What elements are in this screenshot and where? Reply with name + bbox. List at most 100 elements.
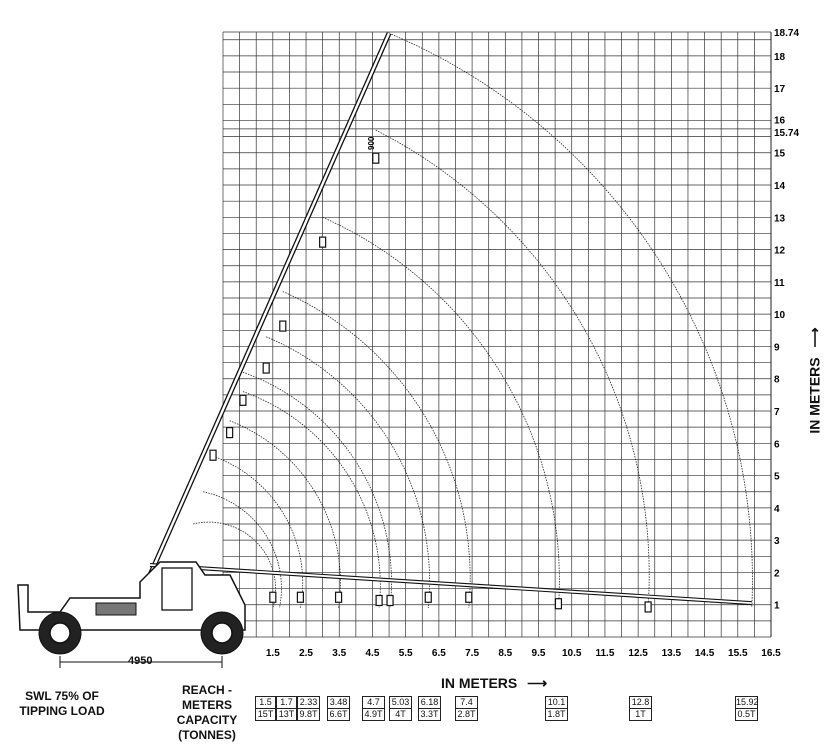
hook-block <box>465 591 473 603</box>
capacity-tonnes: 13T <box>276 708 297 721</box>
radius-arc <box>242 391 381 608</box>
capacity-cell: 1.5 15T <box>255 696 276 721</box>
capacity-tonnes: 9.8T <box>297 708 320 721</box>
y-tick-label: 11 <box>774 278 785 289</box>
x-tick-label: 11.5 <box>595 648 614 659</box>
hook-block <box>239 394 247 406</box>
y-tick-label: 8 <box>774 375 780 386</box>
y-tick-label: 14 <box>774 181 786 192</box>
radius-arc <box>266 336 430 608</box>
x-tick-label: 13.5 <box>662 648 682 659</box>
capacity-reach: 4.7 <box>362 696 385 708</box>
engine-cover <box>95 602 137 616</box>
x-tick-label: 9.5 <box>532 648 546 659</box>
capacity-tonnes: 1.8T <box>545 708 568 721</box>
x-tick-label: 6.5 <box>432 648 446 659</box>
boom-raised-inner <box>148 32 391 576</box>
radius-arc <box>242 371 392 608</box>
y-tick-label: 18 <box>774 52 786 63</box>
grid <box>222 31 772 638</box>
radius-arc <box>229 420 341 609</box>
hook-block <box>319 236 327 248</box>
x-tick-label: 2.5 <box>299 648 313 659</box>
capacity-cell: 7.4 2.8T <box>455 696 478 721</box>
reach-capacity-note: REACH - METERS CAPACITY (TONNES) <box>176 683 238 742</box>
x-axis-title: IN METERS ⟶ <box>441 675 548 691</box>
capacity-reach: 3.48 <box>327 696 350 708</box>
capacity-cell: 2.33 9.8T <box>297 696 320 721</box>
capacity-reach: 7.4 <box>455 696 478 708</box>
wheel-hub <box>211 622 233 644</box>
x-tick-label: 1.5 <box>266 648 280 659</box>
capacity-cell: 4.7 4.9T <box>362 696 385 721</box>
y-tick-label: 13 <box>774 213 786 224</box>
boom-lowered-inner <box>149 564 752 605</box>
capacity-cell: 3.48 6.6T <box>327 696 350 721</box>
y-tick-label: 15.74 <box>774 128 799 139</box>
y-tick-label: 15 <box>774 149 786 160</box>
capacity-tonnes: 15T <box>255 708 276 721</box>
y-axis-title: IN METERS ⟶ <box>806 327 823 434</box>
capacity-tonnes: 3.3T <box>418 708 441 721</box>
cab <box>161 567 193 611</box>
wheelbase-label: 4950 <box>128 655 153 667</box>
capacity-reach: 12.8 <box>629 696 652 708</box>
x-tick-label: 14.5 <box>695 648 715 659</box>
hook-block <box>644 601 652 613</box>
x-tick-label: 12.5 <box>628 648 648 659</box>
x-tick-labels: 1.5 2.5 3.5 4.5 5.5 6.5 7.5 8.5 9.5 10.5 11.5 12.5 1… <box>266 648 781 659</box>
x-tick-label: 7.5 <box>465 648 479 659</box>
swl-note: SWL 75% OF TIPPING LOAD <box>19 689 105 718</box>
arrow-right-icon: ⟶ <box>527 675 548 691</box>
y-tick-label: 3 <box>774 536 780 547</box>
radius-arc <box>282 291 471 608</box>
capacity-tonnes: 4T <box>389 708 412 721</box>
y-tick-label: 9 <box>774 342 780 353</box>
capacity-reach: 15.92 <box>735 696 759 708</box>
hook-block <box>554 598 563 610</box>
y-tick-label: 7 <box>774 407 780 418</box>
hook-block <box>375 594 383 607</box>
capacity-reach: 5.03 <box>389 696 412 708</box>
capacity-tonnes: 0.5T <box>735 708 758 721</box>
x-tick-label: 5.5 <box>399 648 413 659</box>
radius-arc <box>322 216 560 608</box>
x-tick-label: 8.5 <box>498 648 512 659</box>
y-tick-label: 2 <box>774 568 780 579</box>
capacity-reach: 10.1 <box>545 696 568 708</box>
capacity-cell: 12.8 1T <box>629 696 652 721</box>
y-tick-label: 10 <box>774 310 786 321</box>
capacity-tonnes: 4.9T <box>362 708 385 721</box>
wheel-hub <box>49 622 71 644</box>
capacity-reach: 1.5 <box>255 696 276 708</box>
capacity-cell: 1.7 13T <box>276 696 297 721</box>
capacity-cell: 6.18 3.3T <box>418 696 441 721</box>
capacity-cell: 15.92 0.5T <box>735 696 759 721</box>
radius-arc <box>388 32 753 608</box>
x-tick-label: 10.5 <box>562 648 582 659</box>
capacity-cell: 5.03 4T <box>389 696 412 721</box>
hook-block <box>279 320 287 332</box>
y-tick-label: 4 <box>774 504 780 515</box>
y-tick-label: 5 <box>774 472 780 483</box>
hook-block <box>386 594 394 607</box>
radius-arcs <box>193 32 753 609</box>
hook-block <box>372 152 380 164</box>
capacity-tonnes: 1T <box>629 708 652 721</box>
y-tick-label: 1 <box>774 601 780 612</box>
capacity-tonnes: 6.6T <box>327 708 350 721</box>
y-tick-label: 17 <box>774 84 786 95</box>
capacity-reach: 6.18 <box>418 696 441 708</box>
crane-illustration: 900 <box>17 32 752 668</box>
capacity-cell: 10.1 1.8T <box>545 696 568 721</box>
hook-block <box>262 362 270 374</box>
x-tick-label: 4.5 <box>366 648 380 659</box>
radius-arc <box>212 455 304 609</box>
hook-block <box>296 591 304 603</box>
x-tick-label: 15.5 <box>728 648 748 659</box>
x-tick-label: 16.5 <box>761 648 781 659</box>
capacity-reach: 1.7 <box>276 696 297 708</box>
arrow-up-icon: ⟶ <box>806 327 823 348</box>
